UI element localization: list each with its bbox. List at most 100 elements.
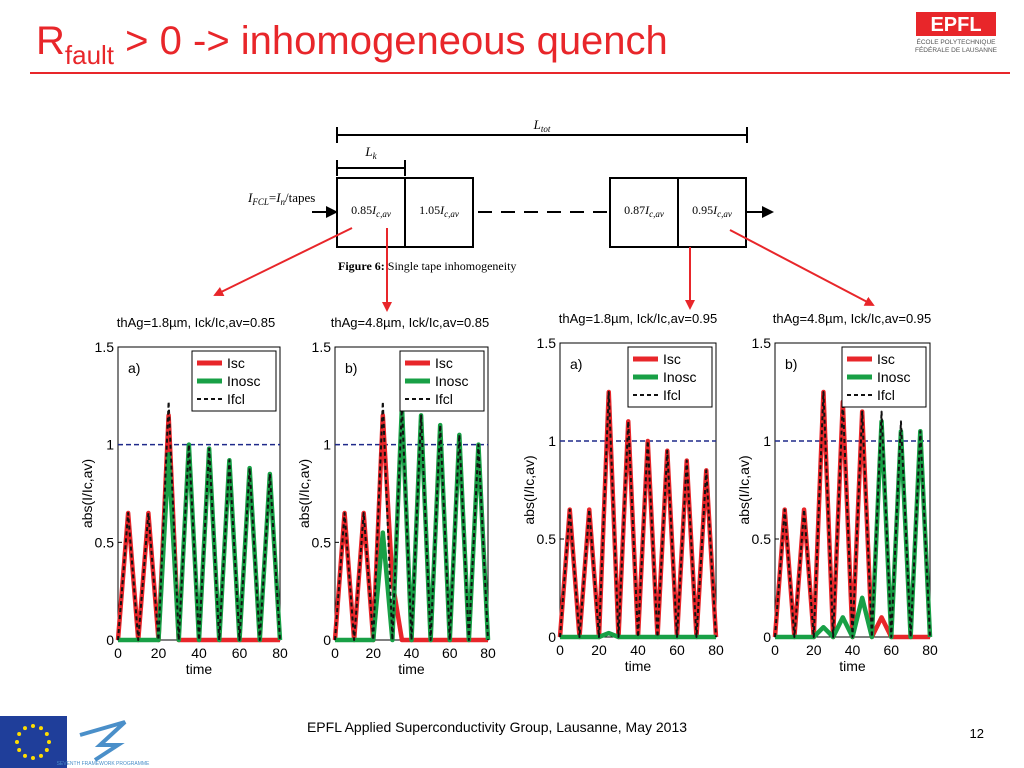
chart-title: thAg=4.8µm, Ick/Ic,av=0.95 [773, 311, 932, 326]
x-tick-label: 80 [708, 642, 724, 658]
series-line [117, 400, 281, 641]
x-tick-label: 0 [556, 642, 564, 658]
legend-label: Ifcl [663, 387, 681, 403]
figure-caption: Figure 6: Single tape inhomogeneity [338, 259, 516, 273]
y-tick-label: 1 [323, 437, 331, 453]
box-label: 0.85Ic,av [351, 203, 391, 219]
legend-label: Inosc [227, 373, 260, 389]
x-tick-label: 0 [331, 645, 339, 661]
y-tick-label: 0 [763, 629, 771, 645]
panel-label: b) [345, 360, 357, 376]
x-tick-label: 20 [591, 642, 607, 658]
y-tick-label: 1.5 [752, 335, 772, 351]
x-tick-label: 40 [630, 642, 646, 658]
box-label: 1.05Ic,av [419, 203, 459, 219]
input-label: IFCL=In/tapes [247, 190, 315, 207]
logo-text: EPFL [930, 14, 981, 36]
series-line [774, 391, 931, 638]
x-axis-label: time [398, 661, 425, 677]
star [47, 740, 51, 744]
logo-line: FÉDÉRALE DE LAUSANNE [915, 45, 998, 54]
chart: thAg=1.8µm, Ick/Ic,av=0.85 0 0.5 1 1.5 0 20 40 6… [79, 315, 288, 677]
x-tick-label: 20 [365, 645, 381, 661]
page-number: 12 [970, 726, 984, 741]
y-tick-label: 0 [323, 632, 331, 648]
ltot-label: Ltot [533, 117, 551, 134]
legend-label: Ifcl [435, 391, 453, 407]
fp7-logo: SEVENTH FRAMEWORK PROGRAMME [57, 720, 150, 767]
series-line [334, 400, 489, 641]
star [39, 726, 43, 731]
x-tick-label: 60 [232, 645, 248, 661]
fp7-text: SEVENTH FRAMEWORK PROGRAMME [57, 761, 150, 767]
lk-label: Lk [364, 144, 377, 161]
x-tick-label: 60 [669, 642, 685, 658]
legend-label: Isc [227, 355, 245, 371]
legend-label: Isc [877, 351, 895, 367]
y-tick-label: 0 [548, 629, 556, 645]
legend-label: Inosc [877, 369, 910, 385]
x-tick-label: 60 [883, 642, 899, 658]
x-tick-label: 20 [151, 645, 167, 661]
epfl-logo: EPFL ÉCOLE POLYTECHNIQUE FÉDÉRALE DE LAU… [915, 12, 998, 54]
chart-title: thAg=1.8µm, Ick/Ic,av=0.85 [117, 315, 276, 330]
x-tick-label: 0 [114, 645, 122, 661]
x-tick-label: 60 [442, 645, 458, 661]
x-tick-label: 20 [806, 642, 822, 658]
chart: thAg=4.8µm, Ick/Ic,av=0.85 0 0.5 1 1.5 0 20 40 6… [296, 315, 496, 677]
chart: thAg=1.8µm, Ick/Ic,av=0.95 0 0.5 1 1.5 0 20 40 6… [521, 311, 724, 674]
y-tick-label: 0.5 [95, 534, 115, 550]
y-tick-label: 0.5 [752, 531, 772, 547]
panel-label: a) [128, 360, 140, 376]
star [17, 732, 22, 736]
x-tick-label: 80 [272, 645, 288, 661]
star [44, 732, 49, 736]
diagram: Ltot Lk IFCL=In/tapes 0.85Ic,av 1.05Ic,av… [247, 117, 774, 273]
x-tick-label: 80 [922, 642, 938, 658]
footer-text: EPFL Applied Superconductivity Group, La… [307, 719, 687, 735]
y-tick-label: 1.5 [537, 335, 557, 351]
star [15, 740, 19, 744]
y-tick-label: 1.5 [95, 339, 115, 355]
logo-line: ÉCOLE POLYTECHNIQUE [917, 37, 997, 46]
legend-label: Inosc [663, 369, 696, 385]
y-axis-label: abs(I/Ic,av) [79, 459, 95, 528]
star [39, 753, 43, 758]
legend-label: Ifcl [227, 391, 245, 407]
star [44, 748, 49, 752]
series-line [560, 630, 716, 640]
chart-title: thAg=4.8µm, Ick/Ic,av=0.85 [331, 315, 490, 330]
star [23, 753, 27, 758]
x-tick-label: 0 [771, 642, 779, 658]
star [31, 724, 35, 728]
y-axis-label: abs(I/Ic,av) [736, 455, 752, 524]
star [31, 756, 35, 760]
y-tick-label: 1 [106, 437, 114, 453]
legend-label: Isc [663, 351, 681, 367]
pointer-arrows [213, 227, 875, 312]
eu-flag [0, 716, 67, 768]
y-tick-label: 0 [106, 632, 114, 648]
chart-title: thAg=1.8µm, Ick/Ic,av=0.95 [559, 311, 718, 326]
x-axis-label: time [186, 661, 213, 677]
y-tick-label: 0.5 [537, 531, 557, 547]
x-axis-label: time [625, 658, 652, 674]
panel-label: b) [785, 356, 797, 372]
box-label: 0.95Ic,av [692, 203, 732, 219]
y-tick-label: 1 [763, 433, 771, 449]
x-tick-label: 40 [191, 645, 207, 661]
series-line [335, 403, 491, 643]
chart: thAg=4.8µm, Ick/Ic,av=0.95 0 0.5 1 1.5 0 20 40 6… [736, 311, 938, 674]
box-label: 0.87Ic,av [624, 203, 664, 219]
star [17, 748, 22, 752]
y-axis-label: abs(I/Ic,av) [521, 455, 537, 524]
legend-label: Inosc [435, 373, 468, 389]
y-tick-label: 1 [548, 433, 556, 449]
y-tick-label: 1.5 [312, 339, 332, 355]
legend-label: Ifcl [877, 387, 895, 403]
x-tick-label: 40 [845, 642, 861, 658]
x-axis-label: time [839, 658, 866, 674]
y-tick-label: 0.5 [312, 534, 332, 550]
series-line [118, 442, 283, 643]
